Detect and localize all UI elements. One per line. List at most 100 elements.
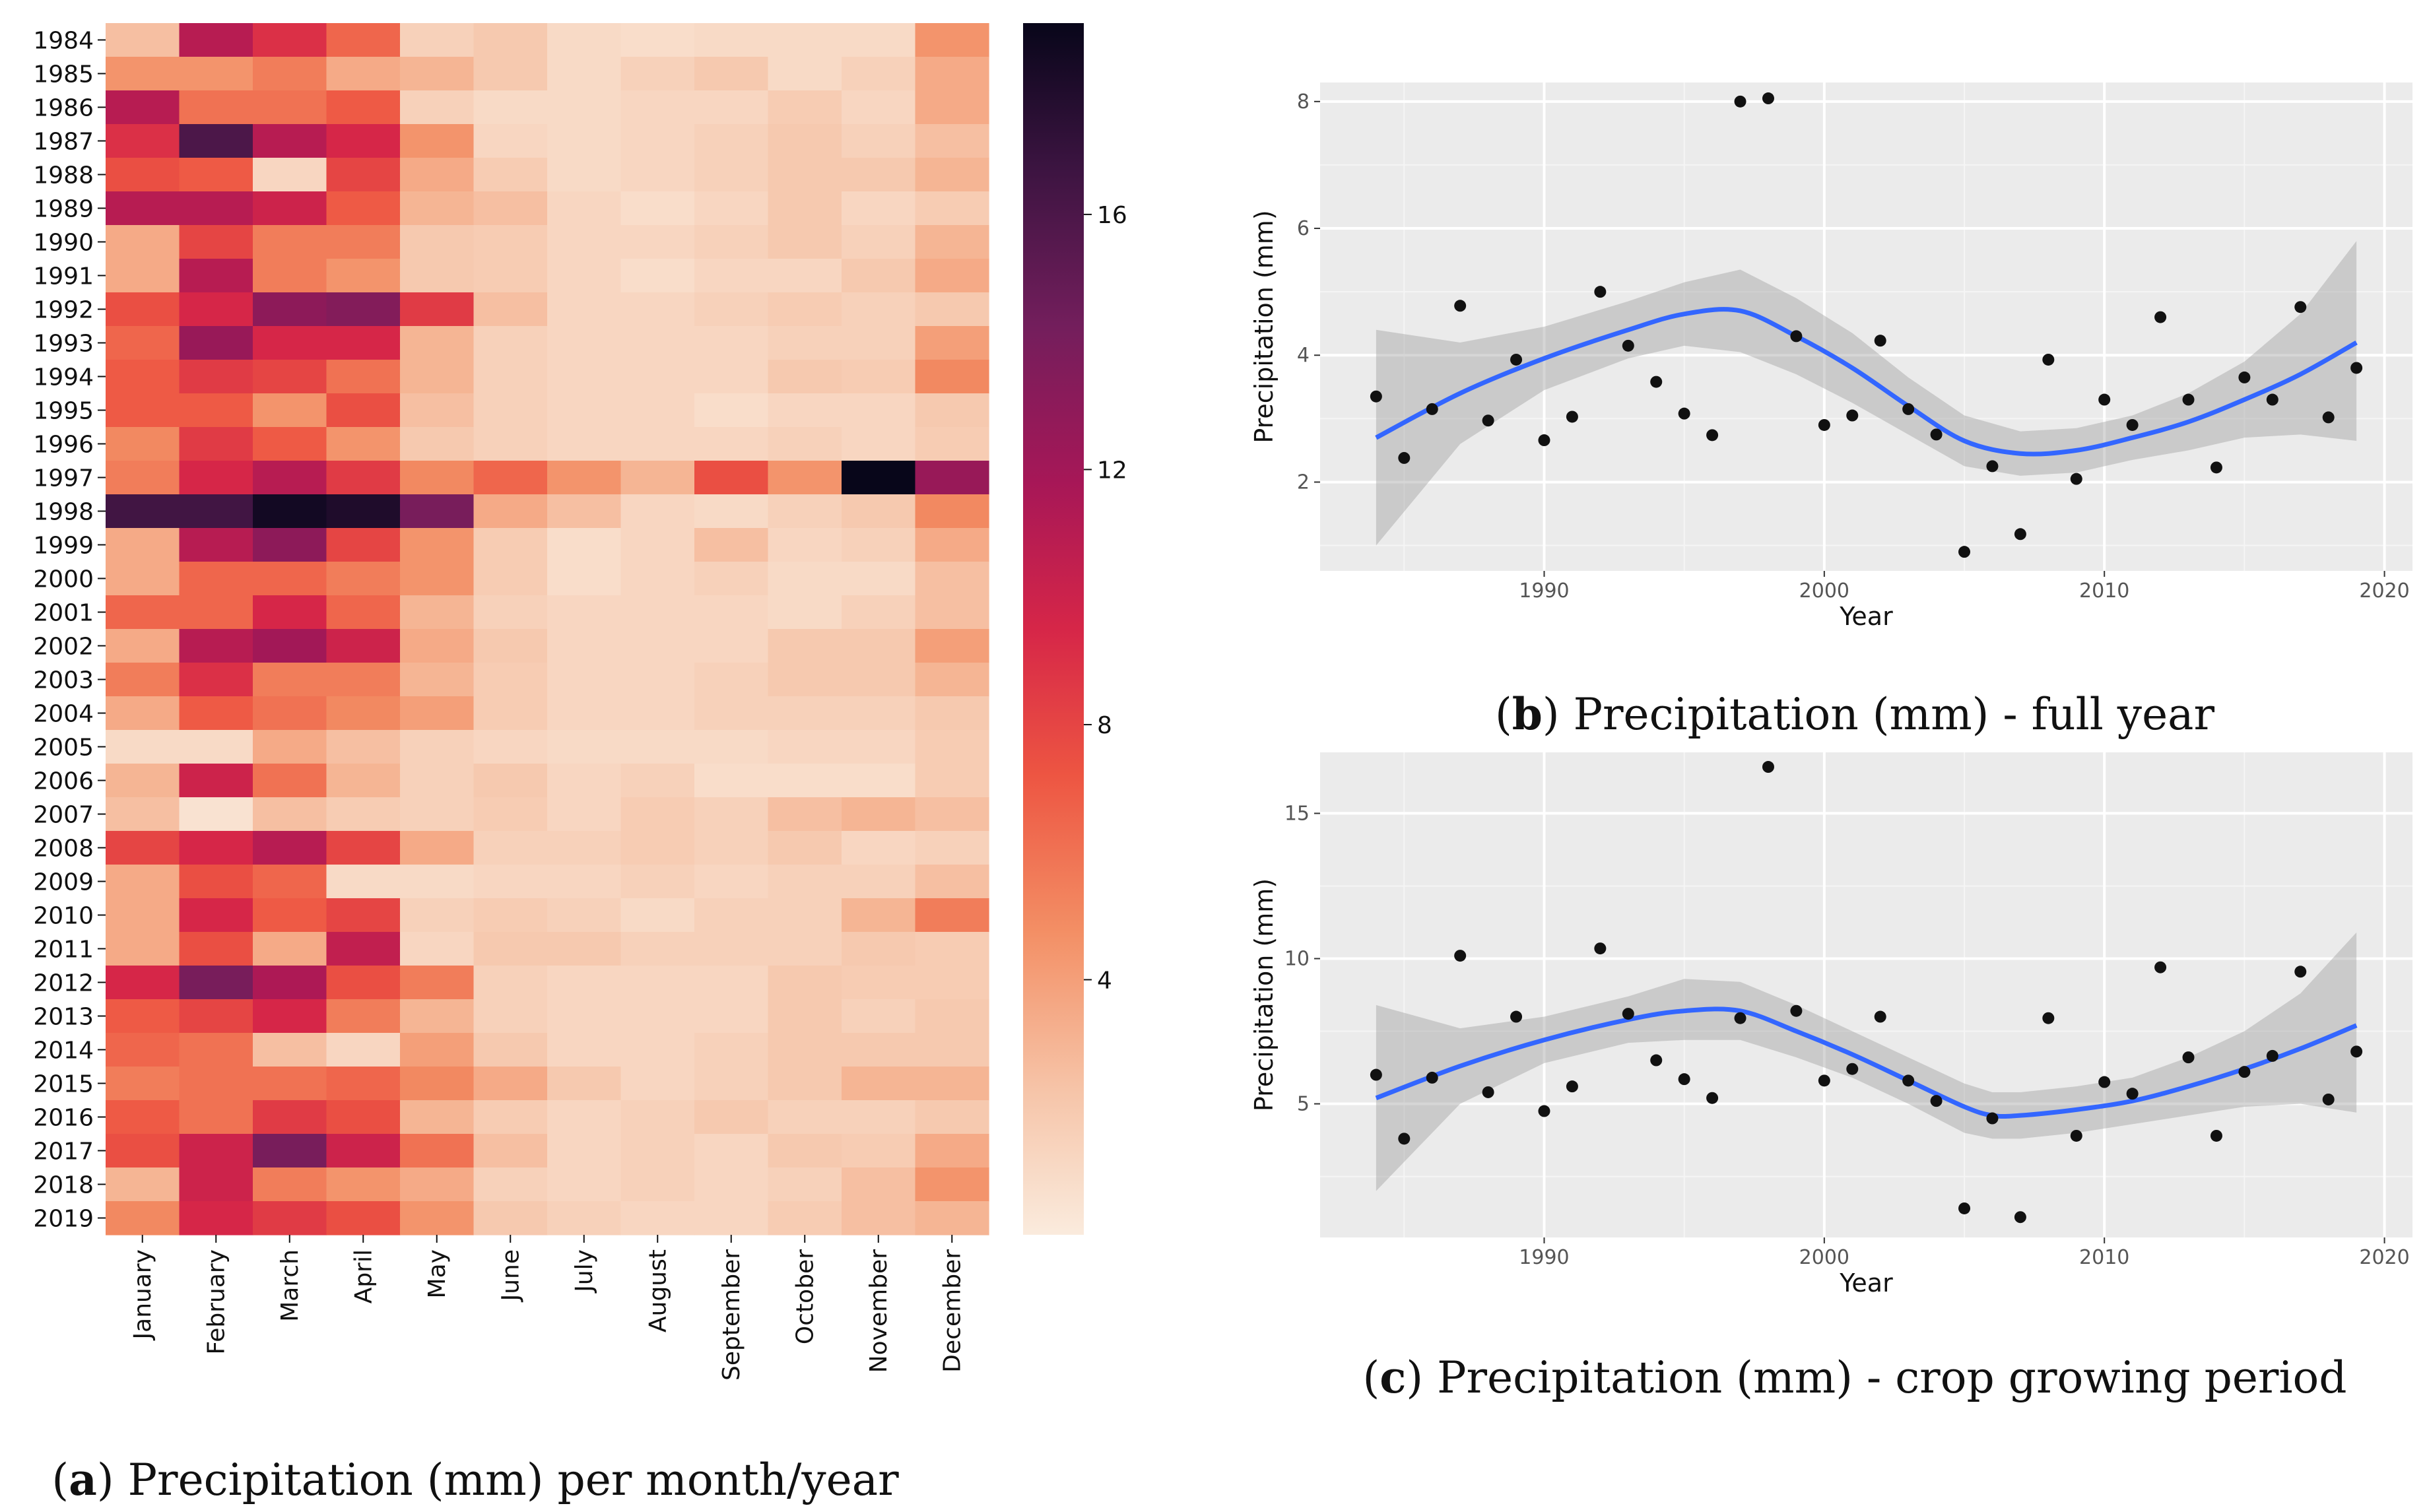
heatmap-cell bbox=[694, 427, 769, 461]
heatmap-cell bbox=[106, 764, 180, 798]
heatmap-cell bbox=[842, 696, 916, 731]
heatmap-cell bbox=[694, 595, 769, 630]
heatmap-cell bbox=[694, 292, 769, 327]
heatmap-cell bbox=[179, 1033, 253, 1067]
y-tick-label: 2 bbox=[1297, 471, 1310, 494]
heatmap-cell bbox=[842, 57, 916, 91]
heatmap-cell bbox=[694, 158, 769, 192]
x-axis-label: Year bbox=[1839, 1268, 1893, 1298]
heatmap-cell bbox=[179, 999, 253, 1034]
heatmap-cell bbox=[326, 528, 401, 562]
heatmap-row-labels: 1984 1985 1986 1987 1988 1989 1990 1991 1992 1993… bbox=[33, 28, 106, 1233]
heatmap-cell bbox=[694, 966, 769, 1000]
heatmap-cell bbox=[842, 764, 916, 798]
heatmap-cell bbox=[768, 831, 842, 865]
data-point bbox=[1986, 460, 1999, 473]
row-label: 2004 bbox=[33, 701, 94, 728]
heatmap-cell bbox=[253, 1201, 327, 1235]
row-label: 2019 bbox=[33, 1206, 94, 1233]
heatmap-cell bbox=[106, 1033, 180, 1067]
heatmap-cell bbox=[400, 663, 475, 697]
heatmap-cell bbox=[253, 1167, 327, 1202]
heatmap-cell bbox=[400, 158, 475, 192]
heatmap-cell bbox=[694, 696, 769, 731]
heatmap-cell bbox=[547, 1100, 622, 1134]
data-point bbox=[1930, 428, 1943, 441]
data-point bbox=[1454, 950, 1467, 962]
heatmap-cell bbox=[842, 797, 916, 832]
heatmap-cell bbox=[842, 90, 916, 125]
heatmap-cell bbox=[842, 999, 916, 1034]
heatmap-cell bbox=[547, 663, 622, 697]
heatmap-cell bbox=[179, 57, 253, 91]
heatmap-cell bbox=[620, 393, 695, 428]
heatmap-cell bbox=[179, 259, 253, 293]
heatmap-cell bbox=[473, 865, 548, 899]
heatmap-cell bbox=[768, 696, 842, 731]
caption-c: (c) Precipitation (mm) - crop growing pe… bbox=[1362, 1352, 2346, 1403]
heatmap-cell bbox=[179, 292, 253, 327]
heatmap-cell bbox=[179, 562, 253, 596]
heatmap-cell bbox=[400, 730, 475, 764]
heatmap-cell bbox=[473, 595, 548, 630]
heatmap-cell bbox=[179, 494, 253, 529]
heatmap-cell bbox=[253, 461, 327, 495]
col-label: March bbox=[277, 1249, 304, 1322]
heatmap-cell bbox=[547, 865, 622, 899]
panel-a-heatmap: 1984 1985 1986 1987 1988 1989 1990 1991 1992 1993… bbox=[33, 23, 1127, 1505]
heatmap-cell bbox=[842, 191, 916, 226]
heatmap-cell bbox=[620, 124, 695, 158]
col-label: June bbox=[497, 1249, 524, 1302]
data-point bbox=[2098, 393, 2111, 406]
heatmap-cell bbox=[694, 865, 769, 899]
heatmap-cell bbox=[326, 797, 401, 832]
x-tick-label: 2010 bbox=[2079, 579, 2129, 603]
heatmap-cell bbox=[400, 1033, 475, 1067]
heatmap-cell bbox=[253, 427, 327, 461]
x-tick-label: 2010 bbox=[2079, 1246, 2129, 1269]
heatmap-cell bbox=[768, 629, 842, 663]
heatmap-cell bbox=[253, 494, 327, 529]
row-label: 1987 bbox=[33, 129, 94, 156]
heatmap-cell bbox=[620, 528, 695, 562]
heatmap-cell bbox=[326, 292, 401, 327]
heatmap-cell bbox=[768, 461, 842, 495]
heatmap-cell bbox=[473, 494, 548, 529]
heatmap-cell bbox=[768, 292, 842, 327]
heatmap-cell bbox=[768, 528, 842, 562]
heatmap-cell bbox=[473, 292, 548, 327]
heatmap-cell bbox=[106, 191, 180, 226]
heatmap-cell bbox=[547, 124, 622, 158]
data-point bbox=[2154, 961, 2167, 973]
x-tick-label: 2020 bbox=[2359, 1246, 2409, 1269]
data-point bbox=[1622, 1008, 1634, 1020]
heatmap-cell bbox=[106, 461, 180, 495]
data-point bbox=[1958, 1202, 1971, 1214]
heatmap-cell bbox=[915, 1167, 989, 1202]
heatmap-cell bbox=[547, 158, 622, 192]
heatmap-cell bbox=[915, 663, 989, 697]
heatmap-cell bbox=[473, 999, 548, 1034]
heatmap-cell bbox=[253, 225, 327, 259]
y-tick-label: 4 bbox=[1297, 344, 1310, 367]
data-point bbox=[1678, 407, 1690, 420]
data-point bbox=[1762, 92, 1774, 105]
data-point bbox=[2266, 1049, 2278, 1062]
heatmap-cell bbox=[547, 797, 622, 832]
heatmap-cell bbox=[106, 898, 180, 933]
heatmap-cell bbox=[179, 966, 253, 1000]
heatmap-cell bbox=[179, 595, 253, 630]
data-point bbox=[1734, 95, 1746, 108]
heatmap-cell bbox=[326, 158, 401, 192]
panel-c-scatter: 1990 2000 2010 2020 5 10 15 Year Precipitation (… bbox=[1249, 752, 2412, 1298]
heatmap-cell bbox=[106, 696, 180, 731]
heatmap-cell bbox=[620, 90, 695, 125]
row-label: 1989 bbox=[33, 196, 94, 223]
heatmap-cell bbox=[547, 360, 622, 394]
heatmap-cell bbox=[400, 528, 475, 562]
heatmap-cell bbox=[694, 663, 769, 697]
heatmap-cell bbox=[400, 124, 475, 158]
heatmap-cell bbox=[473, 57, 548, 91]
row-label: 2013 bbox=[33, 1004, 94, 1031]
heatmap-cell bbox=[842, 393, 916, 428]
